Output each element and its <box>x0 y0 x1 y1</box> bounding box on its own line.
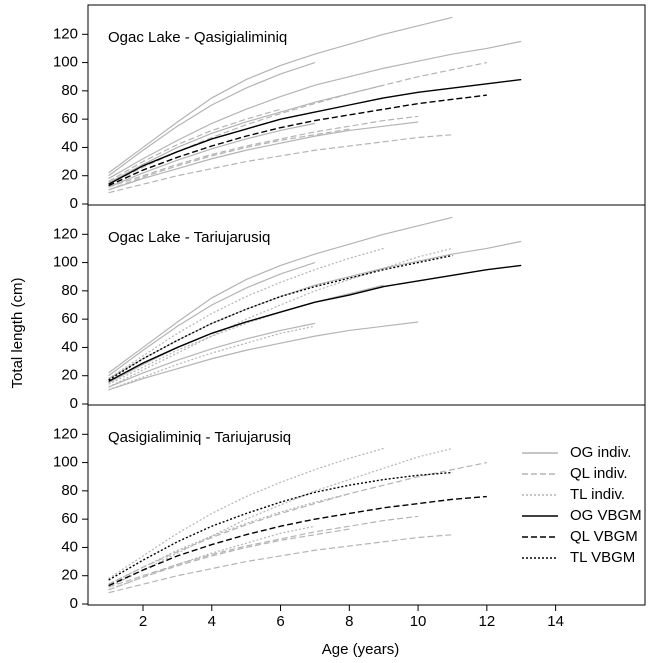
individual-line <box>108 216 453 374</box>
individual-line <box>108 325 316 391</box>
x-axis-label: Age (years) <box>322 641 400 658</box>
legend-label: TL indiv. <box>570 486 625 503</box>
y-tick-label: 0 <box>70 595 78 612</box>
y-tick-label: 60 <box>61 110 78 127</box>
individual-line <box>108 322 316 388</box>
individual-line <box>108 247 453 388</box>
y-tick-label: 80 <box>61 82 78 99</box>
x-tick-label: 8 <box>345 613 353 630</box>
individual-line <box>108 240 522 380</box>
individual-line <box>108 534 453 594</box>
legend-label: TL VBGM <box>570 549 635 566</box>
x-tick-label: 6 <box>276 613 284 630</box>
vbgm-curve <box>108 471 453 581</box>
y-tick-label: 80 <box>61 482 78 499</box>
x-tick-label: 14 <box>547 613 564 630</box>
individual-line <box>108 321 419 391</box>
y-tick-label: 20 <box>61 367 78 384</box>
vbgm-curve <box>108 254 453 381</box>
individual-line <box>108 447 453 588</box>
individual-line <box>108 284 384 384</box>
individual-line <box>108 122 316 188</box>
y-tick-label: 20 <box>61 167 78 184</box>
individual-line <box>108 61 487 185</box>
individual-line <box>108 461 487 585</box>
plot-frame <box>87 404 646 606</box>
individual-line <box>108 134 453 194</box>
individual-line <box>108 293 350 385</box>
individual-line <box>108 121 419 191</box>
individual-line <box>108 128 350 191</box>
vbgm-curve <box>108 264 522 382</box>
y-tick-label: 40 <box>61 138 78 155</box>
panel-title: Qasigialiminiq - Tariujarusiq <box>108 429 291 446</box>
y-tick-label: 60 <box>61 510 78 527</box>
vbgm-curve <box>108 94 487 187</box>
legend-label: QL VBGM <box>570 528 638 545</box>
y-tick-label: 0 <box>70 195 78 212</box>
individual-line <box>108 525 316 591</box>
individual-line <box>108 16 453 174</box>
y-tick-label: 120 <box>53 425 78 442</box>
individual-line <box>108 515 419 588</box>
individual-line <box>108 447 384 580</box>
individual-line <box>108 62 316 177</box>
y-tick-label: 40 <box>61 538 78 555</box>
individual-line <box>108 40 522 180</box>
individual-line <box>108 115 419 188</box>
individual-line <box>108 247 384 380</box>
individual-line <box>108 262 316 377</box>
x-tick-label: 2 <box>139 613 147 630</box>
x-tick-label: 10 <box>410 613 427 630</box>
y-tick-label: 120 <box>53 25 78 42</box>
individual-line <box>108 108 281 182</box>
individual-line <box>108 528 350 591</box>
y-tick-label: 40 <box>61 338 78 355</box>
vbgm-curve <box>108 495 487 587</box>
y-tick-label: 120 <box>53 225 78 242</box>
y-tick-label: 0 <box>70 395 78 412</box>
y-tick-label: 100 <box>53 454 78 471</box>
y-tick-label: 20 <box>61 567 78 584</box>
legend-label: OG indiv. <box>570 444 631 461</box>
y-tick-label: 60 <box>61 310 78 327</box>
y-tick-label: 100 <box>53 54 78 71</box>
y-axis-label: Total length (cm) <box>9 278 26 389</box>
y-tick-label: 100 <box>53 254 78 271</box>
legend-label: OG VBGM <box>570 507 642 524</box>
individual-line <box>108 84 384 184</box>
vbgm-curve <box>108 78 522 185</box>
x-tick-label: 4 <box>208 613 216 630</box>
x-tick-label: 12 <box>478 613 495 630</box>
panel-title: Ogac Lake - Tariujarusiq <box>108 229 270 246</box>
y-tick-label: 80 <box>61 282 78 299</box>
panel-title: Ogac Lake - Qasigialiminiq <box>108 29 287 46</box>
individual-line <box>108 493 350 585</box>
legend-label: QL indiv. <box>570 465 628 482</box>
